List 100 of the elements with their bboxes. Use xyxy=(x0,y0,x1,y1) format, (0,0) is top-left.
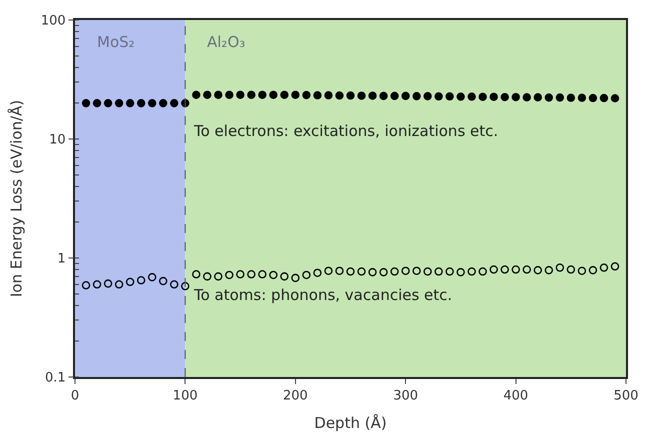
point xyxy=(104,279,112,288)
point xyxy=(236,270,244,278)
point xyxy=(390,267,399,276)
point xyxy=(291,274,300,282)
point xyxy=(456,92,465,101)
point xyxy=(490,92,498,102)
point xyxy=(434,267,443,276)
point xyxy=(588,266,598,274)
point xyxy=(588,94,598,102)
point xyxy=(214,90,222,99)
point xyxy=(335,91,344,100)
point xyxy=(170,280,178,289)
x-tick-label: 400 xyxy=(503,388,528,404)
point xyxy=(148,99,156,108)
point xyxy=(401,92,410,100)
x-axis-title: Depth (Å) xyxy=(314,414,387,432)
point xyxy=(346,91,355,100)
annotation: To atoms: phonons, vacancies etc. xyxy=(193,286,452,304)
point xyxy=(114,99,124,108)
point xyxy=(379,92,388,100)
point xyxy=(556,93,564,102)
point xyxy=(225,90,234,99)
point xyxy=(192,90,200,99)
point xyxy=(512,265,520,274)
point xyxy=(82,281,90,290)
point xyxy=(478,92,487,102)
point xyxy=(468,267,476,276)
point xyxy=(556,263,564,272)
point xyxy=(522,265,531,274)
y-tick-label: 100 xyxy=(40,14,66,29)
point xyxy=(126,278,134,286)
point xyxy=(368,268,377,276)
point xyxy=(357,267,366,276)
point xyxy=(346,267,355,276)
point xyxy=(335,266,344,275)
point xyxy=(324,91,333,100)
point xyxy=(258,90,266,99)
point xyxy=(269,270,278,280)
point xyxy=(104,99,112,108)
point xyxy=(247,270,256,278)
point xyxy=(181,282,190,290)
point xyxy=(390,92,399,100)
point xyxy=(148,273,156,282)
point xyxy=(203,272,212,281)
point xyxy=(468,92,476,101)
point xyxy=(192,270,200,278)
point xyxy=(357,92,366,100)
point xyxy=(82,99,90,108)
point xyxy=(600,94,608,102)
y-axis-title: Ion Energy Loss (eV/ion/Å) xyxy=(8,100,26,298)
point xyxy=(258,270,266,278)
point xyxy=(159,99,168,108)
point xyxy=(92,99,102,108)
x-tick-label: 100 xyxy=(172,388,198,404)
point xyxy=(225,270,234,280)
point xyxy=(368,92,377,100)
point xyxy=(324,266,333,275)
point xyxy=(313,268,322,278)
point xyxy=(434,92,443,101)
point xyxy=(566,94,576,102)
point xyxy=(610,262,620,271)
point xyxy=(313,91,322,100)
point xyxy=(280,272,289,281)
point xyxy=(423,267,432,276)
point xyxy=(544,93,554,102)
point xyxy=(610,94,620,102)
point xyxy=(578,266,586,275)
point xyxy=(302,270,311,280)
point xyxy=(136,99,146,108)
point xyxy=(247,90,256,99)
point xyxy=(500,265,509,274)
x-tick-label: 300 xyxy=(393,388,418,404)
point xyxy=(512,92,520,102)
band-label: MoS₂ xyxy=(97,33,135,51)
point xyxy=(136,276,146,284)
point xyxy=(291,90,300,99)
x-tick-label: 200 xyxy=(282,388,308,404)
x-tick-label: 0 xyxy=(70,388,80,404)
point xyxy=(544,266,554,274)
point xyxy=(203,90,212,99)
point xyxy=(214,272,222,281)
y-tick-label: 10 xyxy=(49,132,66,148)
point xyxy=(446,92,454,101)
point xyxy=(126,99,134,108)
point xyxy=(522,93,531,102)
point xyxy=(280,90,289,99)
band-label: Al₂O₃ xyxy=(207,33,246,51)
point xyxy=(401,266,410,275)
point xyxy=(159,276,168,286)
point xyxy=(269,90,278,99)
point xyxy=(500,92,509,102)
y-tick-label: 0.1 xyxy=(44,370,66,386)
point xyxy=(412,92,421,100)
point xyxy=(412,266,421,275)
point xyxy=(302,90,311,100)
point xyxy=(170,99,178,108)
point xyxy=(92,280,102,289)
point xyxy=(456,268,465,276)
point xyxy=(534,266,542,274)
point xyxy=(236,90,244,99)
